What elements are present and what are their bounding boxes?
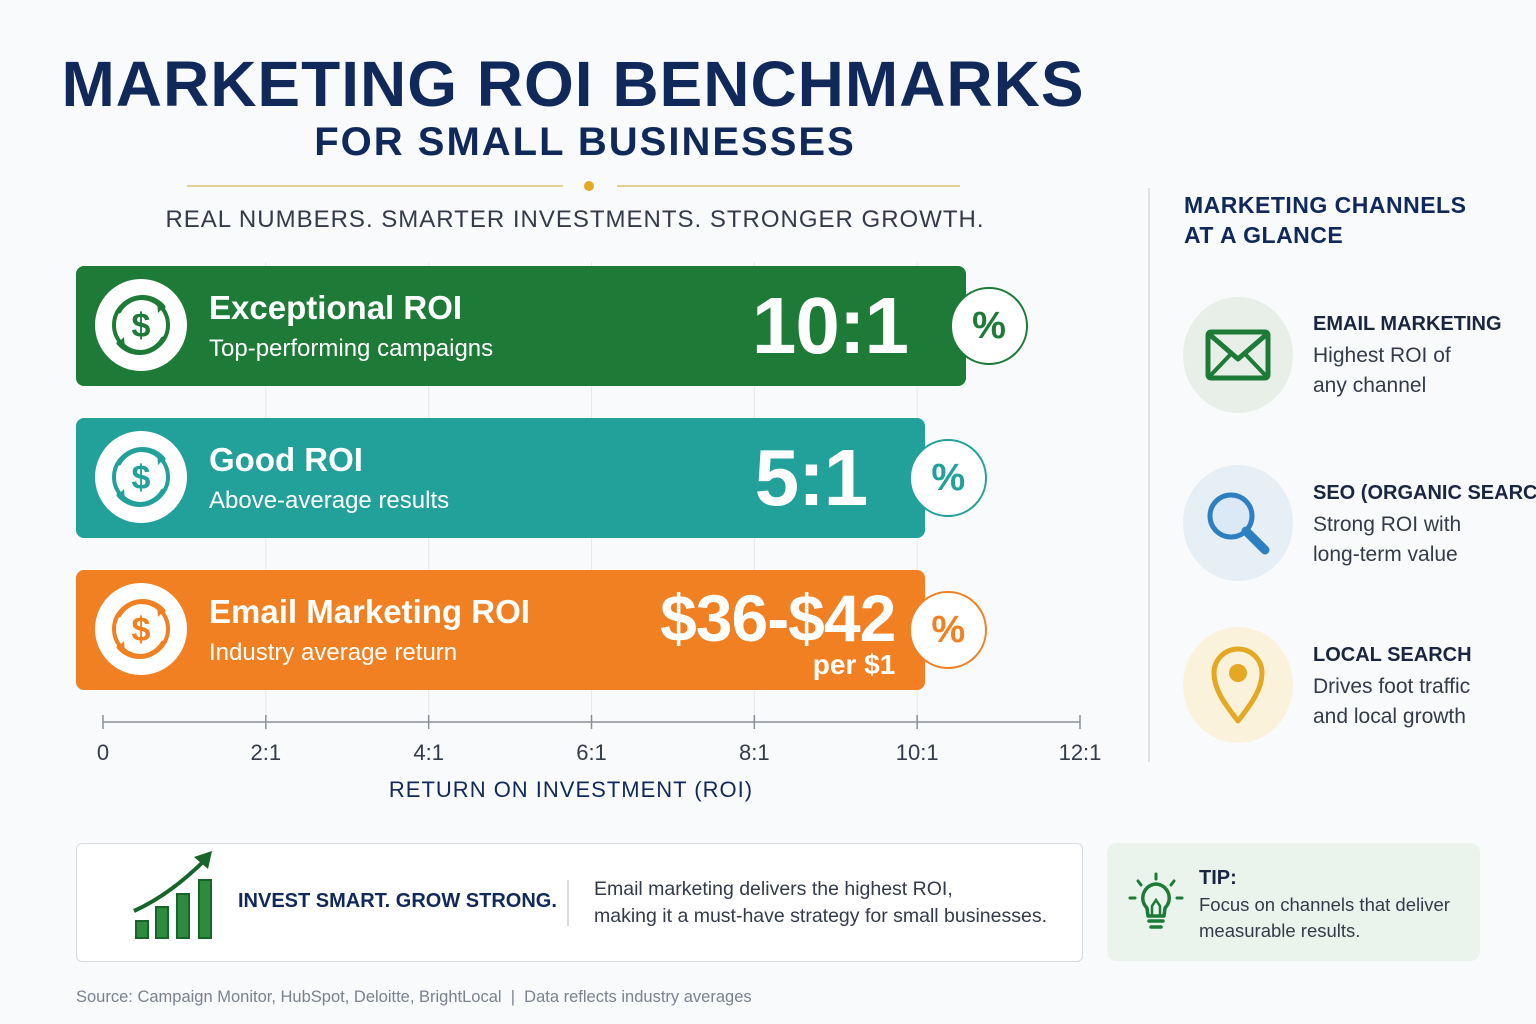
growth-chart-icon [133, 851, 212, 939]
x-tick-label: 2:1 [251, 740, 282, 765]
tip-text-line2: measurable results. [1199, 920, 1361, 941]
bar-title: Email Marketing ROI [209, 593, 530, 630]
channel-desc-seo-line2: long-term value [1313, 543, 1458, 566]
x-tick-label: 8:1 [739, 740, 770, 765]
channel-desc-seo-line1: Strong ROI with [1313, 513, 1462, 536]
channel-name-seo: SEO (ORGANIC SEARCH) [1313, 482, 1536, 504]
magnifier-icon [1183, 465, 1293, 581]
tip-text: Focus on channels that deliver measurabl… [1199, 892, 1469, 944]
cta-text-line1: Email marketing delivers the highest ROI… [594, 878, 953, 900]
bar-subtitle: Industry average return [209, 639, 458, 666]
roi-bar: $ Good ROI Above-average results 5:1 [76, 418, 926, 538]
sidebar-heading-line1: MARKETING CHANNELS [1184, 192, 1467, 218]
bar-title: Exceptional ROI [209, 289, 463, 326]
map-pin-icon [1183, 627, 1293, 743]
x-tick-label: 4:1 [413, 740, 444, 765]
bar-value-label: 10:1 [751, 281, 909, 370]
bar-value-label: 5:1 [754, 433, 869, 522]
dollar-coin-icon: $ [112, 295, 170, 355]
source-note: Source: Campaign Monitor, HubSpot, Deloi… [76, 988, 752, 1006]
cta-title: INVEST SMART. GROW STRONG. [238, 890, 557, 912]
x-tick-label: 6:1 [576, 740, 607, 765]
x-tick-label: 10:1 [896, 740, 939, 765]
sidebar-heading: MARKETING CHANNELS AT A GLANCE [1184, 190, 1504, 250]
dollar-coin-icon: $ [112, 599, 170, 659]
bar-unit-label: per $1 [812, 649, 896, 680]
bar-subtitle: Above-average results [209, 487, 450, 514]
sidebar-divider [1148, 188, 1150, 762]
tip-text-line1: Focus on channels that deliver [1199, 894, 1450, 915]
lightbulb-icon [1128, 872, 1184, 929]
channel-name-local: LOCAL SEARCH [1313, 644, 1472, 666]
roi-bar: $ Email Marketing ROI Industry average ret… [76, 570, 926, 690]
channel-desc-email-line2: any channel [1313, 374, 1427, 397]
svg-text:$: $ [132, 459, 151, 497]
channel-desc-email-line1: Highest ROI of [1313, 344, 1451, 367]
percent-badge-icon: % [909, 591, 988, 669]
page-title: MARKETING ROI BENCHMARKS [61, 48, 1085, 120]
x-tick-label: 0 [97, 740, 109, 765]
cta-text-line2: making it a must-have strategy for small… [594, 905, 1048, 927]
channel-desc-local: Drives foot traffic and local growth [1313, 672, 1523, 732]
bar-value-label: $36-$42 [660, 581, 896, 655]
title-divider-left [187, 185, 563, 187]
title-divider-dot [584, 181, 594, 191]
tip-title: TIP: [1199, 867, 1237, 889]
channel-desc-seo: Strong ROI with long-term value [1313, 510, 1523, 570]
channel-name-email: EMAIL MARKETING [1313, 313, 1502, 335]
svg-text:$: $ [132, 611, 151, 649]
svg-text:$: $ [132, 307, 151, 345]
x-axis-label: RETURN ON INVESTMENT (ROI) [388, 777, 754, 802]
envelope-icon [1183, 297, 1293, 413]
sidebar-heading-line2: AT A GLANCE [1184, 222, 1344, 248]
x-tick-label: 12:1 [1059, 740, 1102, 765]
page-subtitle: FOR SMALL BUSINESSES [314, 120, 856, 164]
dollar-coin-icon: $ [112, 447, 170, 507]
channel-desc-local-line1: Drives foot traffic [1313, 675, 1471, 698]
bar-subtitle: Top-performing campaigns [209, 335, 494, 362]
dollar-coin-icon: $ [95, 431, 187, 523]
percent-badge-icon: % [909, 439, 988, 517]
percent-badge-icon: % [950, 287, 1029, 365]
roi-bar: $ Exceptional ROI Top-performing campaigns… [76, 266, 967, 386]
channel-desc-email: Highest ROI of any channel [1313, 341, 1523, 401]
dollar-coin-icon: $ [95, 279, 187, 371]
tagline: REAL NUMBERS. SMARTER INVESTMENTS. STRON… [165, 206, 985, 233]
cta-separator [567, 880, 569, 926]
cta-box [76, 843, 1083, 962]
title-divider-right [617, 185, 960, 187]
bar-title: Good ROI [209, 441, 363, 478]
dollar-coin-icon: $ [95, 583, 187, 675]
cta-text: Email marketing delivers the highest ROI… [594, 876, 1064, 930]
channel-desc-local-line2: and local growth [1313, 705, 1466, 728]
